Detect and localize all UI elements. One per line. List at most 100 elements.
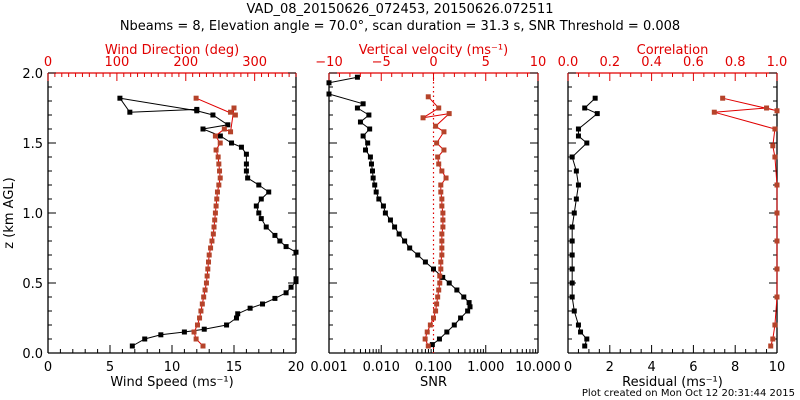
data-point [439,203,445,209]
top-tick-label: 0.0 [558,55,579,70]
top-tick-label: 5 [482,55,490,70]
data-point [569,224,575,230]
data-point [272,295,278,301]
data-point [774,210,780,216]
data-point [217,133,223,139]
x-tick-label: 0.010 [363,360,400,375]
data-point [360,101,366,107]
data-point [253,203,259,209]
title-line-2: Nbeams = 8, Elevation angle = 70.0°, sca… [120,19,680,34]
data-point [357,119,363,125]
data-point [198,308,204,314]
data-point [424,329,430,335]
data-point [454,287,460,293]
data-point [582,343,588,349]
data-point [367,126,373,132]
x-tick-label: 2 [606,360,614,375]
data-point [438,182,444,188]
data-point [467,304,473,310]
data-point [200,126,206,132]
data-point [772,154,778,160]
data-point [258,196,264,202]
data-point [573,168,579,174]
x-tick-label: 0 [564,360,572,375]
top-tick-label: 0.8 [725,55,746,70]
data-point [440,217,446,223]
data-point [117,95,123,101]
data-point [569,154,575,160]
data-point [392,224,398,230]
data-point [354,74,360,80]
top-tick-label: 200 [173,55,198,70]
x-tick-label: 10.000 [515,360,561,375]
data-point [216,161,222,167]
data-point [434,140,440,146]
data-point [382,210,388,216]
data-point [210,231,216,237]
x-tick-label: 0.001 [310,360,347,375]
data-point [433,308,439,314]
data-point [365,140,371,146]
data-point [256,210,262,216]
data-point [433,123,439,129]
data-point [439,238,445,244]
data-point [466,300,472,306]
data-point [231,105,237,111]
data-point [770,336,776,342]
data-point [221,126,227,132]
data-point [436,105,442,111]
data-point [376,196,382,202]
data-point [199,301,205,307]
x-tick-label: 6 [689,360,697,375]
data-point [575,182,581,188]
top-tick-label: 0 [44,55,52,70]
data-point [206,252,212,258]
data-point [438,266,444,272]
data-point [354,105,360,111]
data-point [243,168,249,174]
data-point [272,232,278,238]
data-point [582,105,588,111]
top-tick-label: 0.2 [599,55,620,70]
data-point [214,189,220,195]
data-point [209,238,215,244]
data-point [247,305,253,311]
data-point [217,175,223,181]
data-point [225,122,231,128]
data-point [720,95,726,101]
data-point [429,342,435,348]
data-point [396,231,402,237]
x-tick-label: 10 [769,360,786,375]
data-point [200,343,206,349]
top-tick-label: 100 [104,55,129,70]
data-point [774,108,780,114]
footer-timestamp: Plot created on Mon Oct 12 20:31:44 2015 [582,388,795,399]
data-point [205,266,211,272]
data-point [425,94,431,100]
top-tick-label: −10 [315,55,342,70]
data-point [263,224,269,230]
data-point [191,329,197,335]
data-point [142,336,148,342]
data-point [437,280,443,286]
data-point [193,95,199,101]
data-point [367,154,373,160]
data-point [446,280,452,286]
data-point [575,133,581,139]
data-point [197,315,203,321]
data-point [277,238,283,244]
top-tick-label: 10 [530,55,547,70]
data-point [215,154,221,160]
data-point [438,259,444,265]
top-tick-label: 0 [429,55,437,70]
data-point [443,175,449,181]
x-tick-label: 4 [647,360,655,375]
data-point [228,129,234,135]
data-point [444,329,450,335]
data-point [435,294,441,300]
series-line-wind-speed [118,97,297,347]
data-point [283,244,289,250]
data-point [245,175,251,181]
data-point [181,329,187,335]
